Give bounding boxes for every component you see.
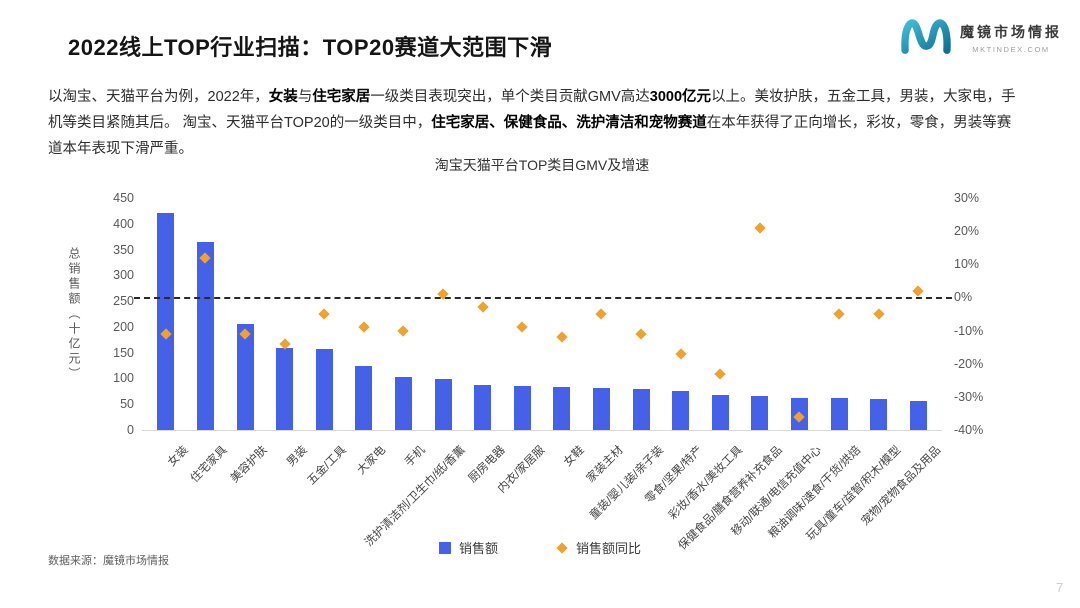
gmv-bar <box>592 387 610 430</box>
gmv-bar <box>157 213 175 430</box>
page-number: 7 <box>1056 580 1064 595</box>
yoy-diamond <box>872 308 885 320</box>
left-axis-title: 总销售额（十亿元） <box>67 246 81 382</box>
logo-text: 魔镜市场情报 MKTINDEX.COM <box>960 22 1062 54</box>
gmv-bar <box>394 377 412 430</box>
data-source-note: 数据来源：魔镜市场情报 <box>48 555 169 567</box>
right-axis-tick: -10% <box>954 323 984 338</box>
gmv-bar <box>355 365 373 430</box>
yoy-diamond <box>358 321 370 333</box>
gmv-bar <box>632 388 650 430</box>
left-axis-tick: 150 <box>113 345 134 360</box>
zero-growth-reference-line <box>134 297 952 300</box>
gmv-bar <box>751 396 769 430</box>
gmv-bar <box>474 385 492 430</box>
yoy-diamond <box>635 328 647 340</box>
intro-text-segment: 与 <box>297 89 313 105</box>
intro-text-segment: 一级类目表现突出，单个类目贡献GMV高达 <box>370 89 650 105</box>
right-axis-tick: 20% <box>954 224 980 239</box>
x-axis-category-label: 住宅家具 <box>189 444 231 486</box>
right-axis-tick: 10% <box>954 257 980 272</box>
x-axis-category-label: 大家电 <box>355 444 389 478</box>
yoy-diamond <box>674 348 687 360</box>
intro-text-segment: 住宅家居 <box>312 89 371 105</box>
gmv-growth-chart: 450 400 350 300 250 200 150 100 50 0 30% 20% 10% 0% -1… <box>113 191 983 552</box>
logo-domain: MKTINDEX.COM <box>972 44 1050 54</box>
right-axis-tick: 30% <box>954 191 980 205</box>
left-axis-tick: 200 <box>113 319 134 334</box>
gmv-bar <box>196 241 214 430</box>
left-axis-tick: 350 <box>113 242 134 257</box>
logo-brand-name: 魔镜市场情报 <box>960 23 1062 40</box>
intro-text-segment: 住宅家居、保健食品、洗护清洁和宠物赛道 <box>431 115 707 131</box>
gmv-bar <box>830 397 848 430</box>
yoy-diamond <box>754 222 766 234</box>
left-axis-tick: 50 <box>120 397 134 412</box>
intro-paragraph: 以淘宝、天猫平台为例，2022年，女装与住宅家居一级类目表现突出，单个类目贡献G… <box>48 84 1024 162</box>
gmv-bar <box>870 399 888 430</box>
left-axis-tick: 100 <box>113 371 134 386</box>
intro-text-segment: 3000亿元 <box>649 89 712 105</box>
x-axis-category-label: 五金/工具 <box>305 444 349 488</box>
intro-text-segment: 在本年获得了正向增长，彩妆，零食，男装等赛道本年表现下滑严重。 <box>48 115 1012 157</box>
right-axis-tick: -30% <box>954 389 984 404</box>
right-axis-tick: 0% <box>954 290 973 305</box>
legend-yoy-label: 销售额同比 <box>576 541 642 556</box>
yoy-diamond <box>516 321 528 333</box>
gmv-bar <box>711 395 729 430</box>
yoy-diamond <box>595 308 608 320</box>
intro-text-segment: 以上。美妆护肤，五金工具，男装，大家电，手机等类目紧随其后。 淘宝、天猫平台TO… <box>48 89 1016 131</box>
left-axis-tick: 400 <box>113 216 134 231</box>
gmv-bar <box>909 400 927 430</box>
gmv-bar <box>672 390 690 430</box>
yoy-diamond <box>833 308 845 320</box>
gmv-bar <box>553 386 571 430</box>
right-axis-tick: -40% <box>954 423 984 437</box>
intro-text-segment: 女装 <box>268 89 298 105</box>
x-axis-category-label: 女鞋 <box>561 444 587 469</box>
chart-title: 淘宝天猫平台TOP类目GMV及增速 <box>434 157 650 173</box>
yoy-diamond <box>556 331 568 343</box>
left-axis-tick: 450 <box>113 191 134 205</box>
left-axis-tick: 300 <box>113 268 134 283</box>
yoy-diamond <box>318 308 330 320</box>
brand-logo: 魔镜市场情报 MKTINDEX.COM <box>900 14 1062 61</box>
left-axis-tick: 0 <box>127 423 134 437</box>
legend-item-sales: 销售额 <box>438 538 498 557</box>
gmv-bar <box>236 323 254 430</box>
legend-item-yoy: 销售额同比 <box>556 538 641 557</box>
x-axis-category-label: 女装 <box>165 444 191 469</box>
left-axis-tick: 250 <box>113 294 134 309</box>
x-axis-category-label: 手机 <box>403 444 429 469</box>
yoy-diamond <box>397 324 410 337</box>
sales-bar-swatch-icon <box>438 541 451 554</box>
gmv-bar <box>315 349 333 430</box>
gmv-bar <box>434 379 452 430</box>
intro-text-segment: 以淘宝、天猫平台为例，2022年， <box>48 89 269 105</box>
yoy-diamond <box>714 367 726 380</box>
x-axis-category-label: 男装 <box>284 444 310 469</box>
legend-sales-label: 销售额 <box>458 541 498 556</box>
right-axis-tick: -20% <box>954 356 984 371</box>
gmv-bar <box>513 385 531 430</box>
yoy-diamond <box>476 301 489 314</box>
yoy-diamond <box>912 285 924 297</box>
page-title: 2022线上TOP行业扫描：TOP20赛道大范围下滑 <box>68 35 553 60</box>
chart-legend: 销售额 销售额同比 <box>0 538 1080 557</box>
x-axis-category-label: 美容护肤 <box>228 444 270 486</box>
yoy-diamond-swatch-icon <box>556 541 568 554</box>
x-axis-baseline <box>142 430 942 431</box>
mktindex-m-icon <box>900 14 952 61</box>
gmv-bar <box>276 347 294 430</box>
